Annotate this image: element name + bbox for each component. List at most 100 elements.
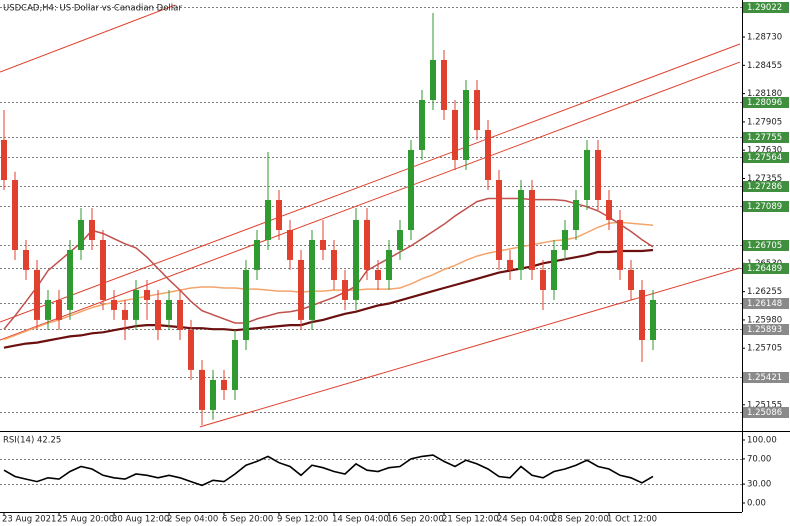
candle-body bbox=[606, 199, 612, 220]
moving-average bbox=[3, 197, 654, 330]
candle-body bbox=[265, 199, 271, 240]
x-tick-label: 14 Sep 04:00 bbox=[332, 515, 389, 525]
candle-body bbox=[573, 199, 579, 231]
candle-body bbox=[133, 289, 139, 320]
x-tick-label: 9 Sep 12:00 bbox=[277, 515, 328, 525]
candle-body bbox=[221, 380, 227, 390]
level-label-box bbox=[743, 324, 789, 335]
y-tick-label: 1.25705 bbox=[747, 344, 782, 354]
x-tick-label: 28 Sep 20:00 bbox=[552, 515, 609, 525]
candle-body bbox=[639, 289, 645, 340]
level-label: 1.29022 bbox=[747, 3, 782, 13]
level-label: 1.25893 bbox=[747, 325, 782, 335]
level-label: 1.26148 bbox=[747, 299, 782, 309]
y-tick-label: 1.27630 bbox=[747, 146, 782, 156]
x-tick-label: 24 Sep 04:00 bbox=[497, 515, 554, 525]
candle-body bbox=[496, 180, 502, 260]
y-tick-label: 1.25980 bbox=[747, 315, 782, 325]
x-tick-label: 23 Aug 2021 bbox=[2, 515, 56, 525]
candle-body bbox=[1, 140, 7, 181]
rsi-plot bbox=[0, 454, 742, 487]
y-tick-label: 1.25155 bbox=[747, 400, 782, 410]
candle-body bbox=[628, 269, 634, 290]
level-label: 1.27089 bbox=[747, 202, 782, 212]
level-label-box bbox=[743, 181, 789, 192]
candle-body bbox=[342, 280, 348, 300]
candle-body bbox=[287, 230, 293, 260]
candle-body bbox=[441, 59, 447, 110]
level-label-box bbox=[743, 263, 789, 274]
candle-body bbox=[166, 299, 172, 320]
x-tick-label: 1 Oct 12:00 bbox=[607, 515, 657, 525]
rsi-tick-label: 70.00 bbox=[747, 454, 771, 464]
rsi-line bbox=[3, 454, 654, 487]
candle-body bbox=[364, 219, 370, 270]
candle-body bbox=[386, 249, 392, 281]
candle-body bbox=[419, 99, 425, 150]
candle-body bbox=[408, 149, 414, 231]
candle-body bbox=[507, 259, 513, 270]
candle-body bbox=[23, 249, 29, 270]
candle-body bbox=[595, 149, 601, 200]
level-label-box bbox=[743, 152, 789, 163]
candle-body bbox=[485, 130, 491, 181]
candle-body bbox=[353, 219, 359, 300]
y-tick-label: 1.28730 bbox=[747, 33, 782, 43]
x-tick-label: 25 Aug 20:00 bbox=[57, 515, 114, 525]
candle-body bbox=[12, 180, 18, 250]
candle-body bbox=[276, 199, 282, 231]
candle-body bbox=[56, 299, 62, 320]
candle-body bbox=[650, 299, 656, 340]
level-label-box bbox=[743, 132, 789, 143]
level-label-box bbox=[743, 97, 789, 108]
candle-body bbox=[562, 230, 568, 250]
y-tick-label: 1.26255 bbox=[747, 287, 782, 297]
level-label: 1.26489 bbox=[747, 264, 782, 274]
candle-body bbox=[100, 239, 106, 300]
moving-average bbox=[3, 248, 654, 349]
y-tick-label: 1.27905 bbox=[747, 117, 782, 127]
candle-body bbox=[551, 249, 557, 290]
x-tick-label: 16 Sep 20:00 bbox=[387, 515, 444, 525]
candle-body bbox=[474, 90, 480, 131]
candle-body bbox=[45, 299, 51, 320]
candle-body bbox=[34, 269, 40, 320]
candle-body bbox=[254, 239, 260, 270]
candle-body bbox=[540, 269, 546, 290]
candle-body bbox=[67, 249, 73, 310]
candle-body bbox=[111, 299, 117, 310]
candle-body bbox=[430, 59, 436, 100]
chart-title: USDCAD,H4: US Dollar vs Canadian Dollar bbox=[3, 4, 182, 14]
x-tick-label: 2 Sep 04:00 bbox=[167, 515, 218, 525]
candle-body bbox=[155, 299, 161, 331]
y-tick-label: 1.28455 bbox=[747, 61, 782, 71]
candle-body bbox=[210, 380, 216, 410]
candle-body bbox=[397, 230, 403, 250]
trend-line bbox=[0, 4, 176, 73]
y-tick-label: 1.28180 bbox=[747, 89, 782, 99]
candle-body bbox=[309, 239, 315, 320]
rsi-tick-label: 30.00 bbox=[747, 480, 771, 490]
candle-body bbox=[529, 190, 535, 270]
level-label-box bbox=[743, 372, 789, 383]
trend-line bbox=[0, 43, 741, 323]
candle-body bbox=[188, 330, 194, 370]
candle-body bbox=[617, 219, 623, 270]
candle-body bbox=[144, 289, 150, 300]
main-plot bbox=[0, 4, 742, 428]
level-label: 1.25421 bbox=[747, 373, 782, 383]
level-label: 1.27755 bbox=[747, 133, 782, 143]
rsi-tick-label: 100.00 bbox=[747, 436, 777, 446]
trend-line bbox=[0, 61, 741, 341]
candle-body bbox=[78, 219, 84, 250]
x-tick-label: 6 Sep 20:00 bbox=[222, 515, 273, 525]
level-label-box bbox=[743, 298, 789, 309]
candle-body bbox=[122, 309, 128, 320]
candle-body bbox=[199, 369, 205, 410]
candle-body bbox=[89, 219, 95, 240]
y-tick-label: 1.27355 bbox=[747, 174, 782, 184]
level-label: 1.27564 bbox=[747, 153, 782, 163]
